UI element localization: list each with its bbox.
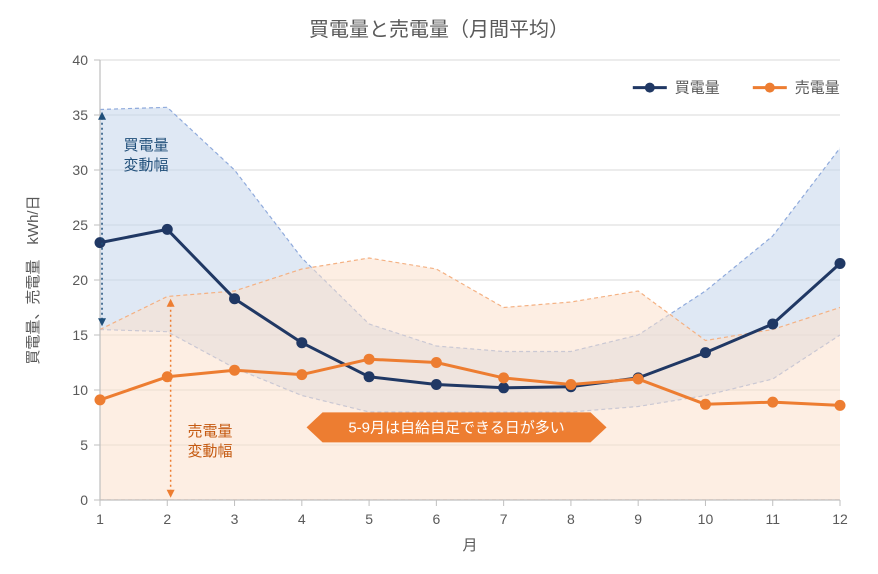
series-marker bbox=[565, 379, 576, 390]
ytick-label: 15 bbox=[72, 327, 88, 343]
legend-marker bbox=[645, 83, 655, 93]
series-marker bbox=[364, 371, 375, 382]
xtick-label: 7 bbox=[500, 511, 508, 527]
series-marker bbox=[835, 400, 846, 411]
ytick-label: 20 bbox=[72, 272, 88, 288]
series-marker bbox=[95, 394, 106, 405]
y-axis-label: 買電量、売電量 kWh/日 bbox=[25, 195, 42, 364]
chart-svg: 買電量と売電量（月間平均）051015202530354012345678910… bbox=[0, 0, 878, 574]
ytick-label: 5 bbox=[80, 437, 88, 453]
annotation-text: 変動幅 bbox=[187, 443, 232, 460]
series-marker bbox=[498, 382, 509, 393]
series-marker bbox=[296, 369, 307, 380]
legend-marker bbox=[765, 83, 775, 93]
x-axis-label: 月 bbox=[462, 537, 477, 554]
series-marker bbox=[700, 347, 711, 358]
series-marker bbox=[431, 379, 442, 390]
chart-title: 買電量と売電量（月間平均） bbox=[309, 18, 569, 41]
ytick-label: 40 bbox=[72, 52, 88, 68]
xtick-label: 8 bbox=[567, 511, 575, 527]
xtick-label: 11 bbox=[765, 511, 780, 527]
series-marker bbox=[431, 357, 442, 368]
xtick-label: 1 bbox=[96, 511, 104, 527]
ytick-label: 35 bbox=[72, 107, 88, 123]
callout-text: 5-9月は自給自足できる日が多い bbox=[348, 420, 564, 437]
xtick-label: 5 bbox=[365, 511, 373, 527]
series-marker bbox=[633, 374, 644, 385]
ytick-label: 25 bbox=[72, 217, 88, 233]
ytick-label: 30 bbox=[72, 162, 88, 178]
series-marker bbox=[700, 399, 711, 410]
series-marker bbox=[767, 319, 778, 330]
series-marker bbox=[229, 365, 240, 376]
series-marker bbox=[95, 237, 106, 248]
ytick-label: 0 bbox=[80, 492, 88, 508]
legend-label: 買電量 bbox=[675, 80, 720, 97]
series-marker bbox=[364, 354, 375, 365]
xtick-label: 9 bbox=[634, 511, 642, 527]
annotation-text: 買電量 bbox=[124, 137, 169, 154]
chart-container: 買電量と売電量（月間平均）051015202530354012345678910… bbox=[0, 0, 878, 574]
legend-label: 売電量 bbox=[795, 80, 840, 97]
series-marker bbox=[229, 293, 240, 304]
annotation-text: 変動幅 bbox=[124, 157, 169, 174]
xtick-label: 12 bbox=[832, 511, 848, 527]
xtick-label: 4 bbox=[298, 511, 306, 527]
series-marker bbox=[767, 397, 778, 408]
xtick-label: 2 bbox=[163, 511, 171, 527]
series-marker bbox=[296, 337, 307, 348]
ytick-label: 10 bbox=[72, 382, 88, 398]
xtick-label: 6 bbox=[432, 511, 440, 527]
series-marker bbox=[498, 372, 509, 383]
series-marker bbox=[835, 258, 846, 269]
series-marker bbox=[162, 224, 173, 235]
xtick-label: 3 bbox=[231, 511, 239, 527]
annotation-text: 売電量 bbox=[187, 423, 232, 440]
xtick-label: 10 bbox=[698, 511, 714, 527]
